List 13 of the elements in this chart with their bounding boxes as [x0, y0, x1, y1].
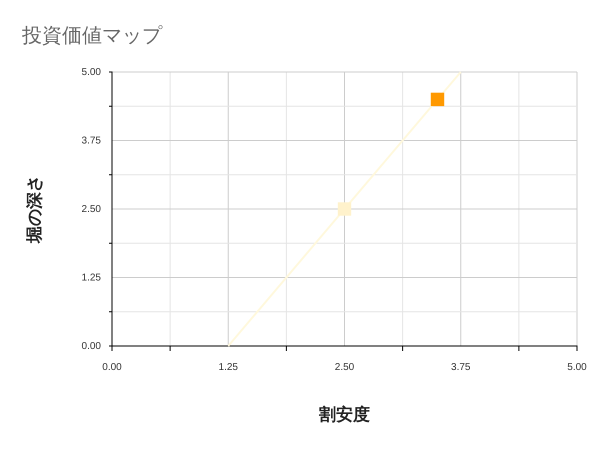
x-tick-label: 0.00 — [102, 362, 122, 374]
y-tick-label: 2.50 — [82, 204, 102, 216]
y-tick-label: 0.00 — [82, 341, 102, 352]
y-tick-label: 3.75 — [82, 136, 102, 147]
x-tick-label: 1.25 — [218, 362, 238, 374]
x-tick-label: 5.00 — [567, 362, 588, 374]
x-axis-title: 割安度 — [318, 405, 370, 425]
y-tick-label: 5.00 — [82, 67, 102, 78]
chart-title: 投資価値マップ — [21, 23, 163, 47]
y-tick-label: 1.25 — [82, 272, 102, 284]
x-tick-label: 3.75 — [451, 362, 471, 374]
y-axis-title: 堀の深さ — [25, 175, 45, 244]
x-tick-label: 2.50 — [334, 362, 355, 374]
